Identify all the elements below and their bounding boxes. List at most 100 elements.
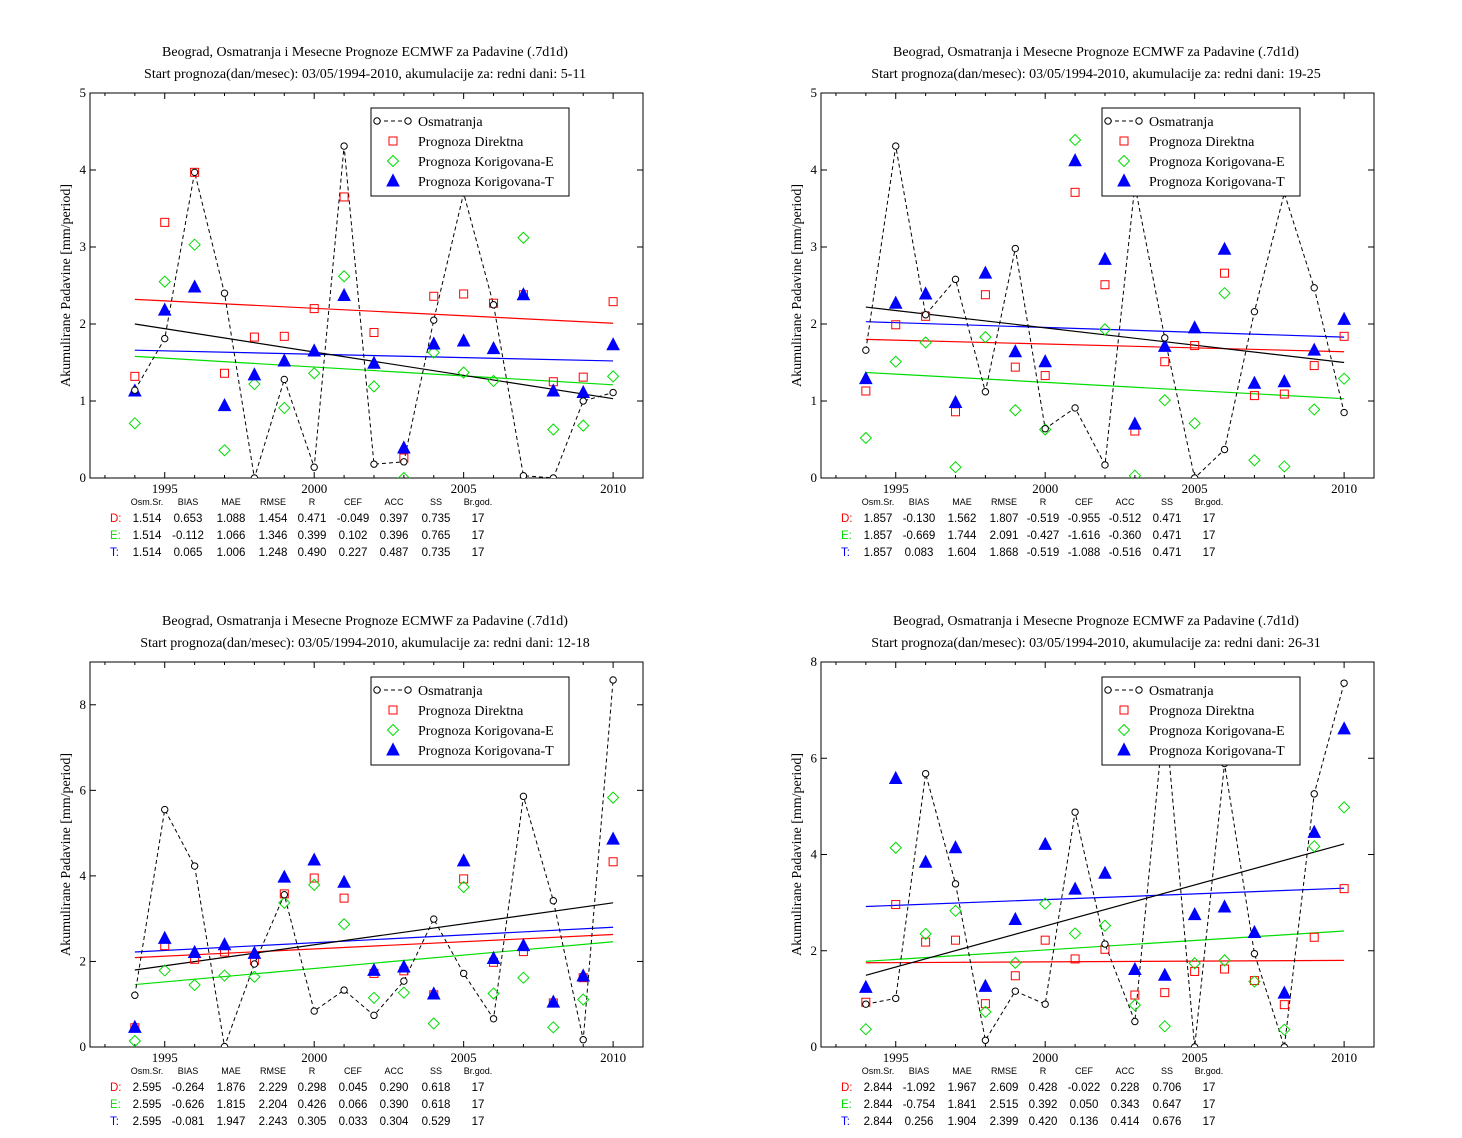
data-point-korigovana-t: [1217, 241, 1232, 255]
data-point-osmatranja: [340, 142, 348, 150]
data-point-osmatranja: [1041, 425, 1049, 433]
legend-label-korigovana-e: Prognoza Korigovana-E: [418, 155, 554, 170]
trend-line-corrT: [134, 926, 614, 953]
stats-value: -0.360: [1108, 530, 1142, 542]
y-tick-label: 4: [80, 868, 87, 883]
trend-line-direct: [865, 959, 1345, 964]
stats-value: 0.653: [173, 513, 203, 525]
stats-value: 0.050: [1069, 1099, 1099, 1111]
data-point-korigovana-e: [307, 367, 321, 380]
stats-value: 0.487: [379, 547, 409, 559]
data-point-korigovana-t: [1247, 375, 1262, 389]
y-tick-label: 2: [80, 953, 87, 968]
chart-title: Beograd, Osmatranja i Mesecne Prognoze E…: [893, 614, 1299, 629]
data-point-korigovana-e: [397, 986, 411, 999]
data-point-korigovana-e: [1337, 801, 1351, 814]
data-point-korigovana-e: [1337, 372, 1351, 385]
stats-value: 2.595: [132, 1116, 162, 1128]
legend-marker-osmatranja: [1135, 686, 1143, 694]
y-tick-label: 4: [811, 847, 818, 862]
stats-row-label: E:: [110, 530, 121, 542]
y-tick-label: 6: [811, 750, 818, 765]
legend-label-osmatranja: Osmatranja: [418, 684, 483, 699]
stats-header-cell: SS: [1160, 1066, 1174, 1076]
stats-value: 0.647: [1152, 1099, 1182, 1111]
stats-value: 2.229: [258, 1082, 288, 1094]
stats-header-cell: Br.god.: [1194, 497, 1224, 507]
x-tick-label: 2010: [1331, 1050, 1357, 1065]
stats-value: 0.066: [338, 1099, 368, 1111]
data-point-direktna: [1070, 187, 1080, 197]
data-point-osmatranja: [280, 375, 288, 384]
data-point-direktna: [339, 192, 349, 202]
chart-svg: Beograd, Osmatranja i Mesecne Prognoze E…: [59, 45, 644, 496]
stats-value: 1.841: [947, 1099, 977, 1111]
stats-value: -0.022: [1067, 1082, 1101, 1094]
data-point-osmatranja: [161, 334, 169, 343]
data-point-korigovana-t: [978, 978, 993, 992]
data-point-korigovana-t: [1038, 836, 1053, 850]
data-point-korigovana-t: [1068, 153, 1082, 167]
data-point-korigovana-t: [217, 398, 232, 412]
data-point-korigovana-t: [516, 287, 531, 301]
stats-header-cell: BIAS: [177, 497, 199, 507]
y-tick-label: 5: [80, 85, 87, 100]
legend-box: [370, 107, 570, 197]
y-tick-label: 0: [811, 470, 818, 485]
stats-header-cell: SS: [429, 1066, 443, 1076]
trend-line-direct: [134, 298, 614, 324]
stats-row-label: T:: [110, 547, 119, 559]
trend-line-corrT: [134, 349, 614, 362]
stats-value: 2.204: [258, 1099, 288, 1111]
plot-frame: [89, 92, 644, 479]
stats-value: 1.857: [863, 530, 893, 542]
legend-label-direktna: Prognoza Direktna: [1149, 135, 1255, 150]
data-point-korigovana-e: [1009, 404, 1022, 417]
data-point-osmatranja: [1310, 284, 1318, 292]
data-point-osmatranja: [1220, 445, 1229, 454]
y-tick-label: 2: [811, 316, 818, 331]
trend-line-direct: [134, 933, 614, 959]
stats-value: -0.049: [336, 513, 370, 525]
data-point-korigovana-e: [307, 878, 321, 892]
chart-title: Beograd, Osmatranja i Mesecne Prognoze E…: [893, 45, 1299, 60]
stats-value: -0.754: [902, 1099, 936, 1111]
data-point-korigovana-e: [487, 374, 500, 388]
y-tick-label: 3: [811, 239, 818, 254]
data-point-korigovana-e: [218, 444, 231, 457]
data-point-osmatranja: [1071, 808, 1079, 816]
data-point-korigovana-t: [978, 265, 993, 279]
data-point-korigovana-t: [247, 945, 262, 959]
data-point-direktna: [429, 291, 439, 301]
data-point-korigovana-t: [187, 279, 202, 293]
data-point-korigovana-t: [1187, 907, 1202, 921]
stats-row-label: E:: [841, 1099, 852, 1111]
x-tick-label: 1995: [152, 481, 178, 496]
stats-value: 0.618: [421, 1099, 451, 1111]
legend-label-direktna: Prognoza Direktna: [418, 135, 524, 150]
data-point-direktna: [459, 874, 469, 884]
stats-value: 0.735: [421, 547, 451, 559]
legend-label-direktna: Prognoza Direktna: [1149, 704, 1255, 719]
data-point-direktna: [861, 386, 871, 396]
stats-value: 0.290: [379, 1082, 409, 1094]
data-point-korigovana-e: [367, 991, 381, 1005]
trend-line-corrT: [865, 321, 1345, 338]
data-point-direktna: [1339, 331, 1349, 341]
legend-label-osmatranja: Osmatranja: [418, 115, 483, 130]
data-point-korigovana-t: [187, 944, 202, 958]
stats-value: 2.844: [863, 1099, 893, 1111]
data-point-osmatranja: [921, 769, 930, 778]
x-tick-label: 1995: [152, 1050, 178, 1065]
stats-row-label: E:: [841, 530, 852, 542]
stats-header-cell: ACC: [384, 1066, 404, 1076]
stats-row-label: E:: [110, 1099, 121, 1111]
data-point-osmatranja: [489, 301, 498, 309]
data-point-direktna: [1279, 1000, 1289, 1010]
data-point-korigovana-e: [517, 231, 530, 244]
data-point-osmatranja: [579, 397, 587, 405]
legend-marker-korigovana-t: [1117, 742, 1131, 756]
chart-panel-days-19-25: Beograd, Osmatranja i Mesecne Prognoze E…: [731, 0, 1462, 569]
legend-marker-osmatranja: [1104, 117, 1112, 125]
y-tick-label: 6: [80, 782, 87, 797]
